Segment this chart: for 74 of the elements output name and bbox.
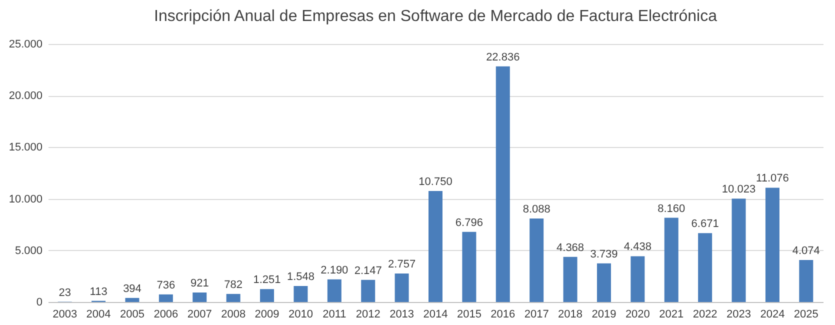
y-tick-label: 15.000 xyxy=(8,142,42,154)
x-tick-label: 2003 xyxy=(52,308,78,320)
y-tick-label: 10.000 xyxy=(8,193,42,206)
x-tick-label: 2025 xyxy=(794,308,818,320)
x-tick-label: 2009 xyxy=(254,308,280,320)
data-label: 1.548 xyxy=(286,271,314,284)
y-tick-label: 20.000 xyxy=(8,90,42,102)
bar xyxy=(799,260,814,302)
bar xyxy=(530,218,544,302)
x-tick-label: 2013 xyxy=(390,308,414,320)
x-tick-label: 2020 xyxy=(625,308,650,320)
x-tick-label: 2008 xyxy=(221,308,246,320)
data-label: 10.750 xyxy=(418,176,452,188)
x-tick-label: 2021 xyxy=(659,308,684,320)
x-tick-label: 2005 xyxy=(120,308,144,320)
data-label: 2.757 xyxy=(388,258,416,271)
data-label: 113 xyxy=(90,286,108,298)
data-label: 921 xyxy=(190,277,209,290)
data-label: 4.074 xyxy=(792,244,820,257)
bar xyxy=(226,294,240,302)
bar xyxy=(462,232,476,302)
x-tick-label: 2017 xyxy=(524,308,549,320)
bar xyxy=(732,198,746,302)
data-label: 782 xyxy=(224,278,243,291)
bar xyxy=(428,191,442,302)
data-label: 2.147 xyxy=(354,264,382,277)
y-tick-label: 5.000 xyxy=(14,244,42,257)
bar xyxy=(496,66,510,302)
bar xyxy=(765,188,780,302)
x-tick-label: 2019 xyxy=(592,308,616,320)
data-label: 2.190 xyxy=(320,264,348,276)
x-tick-label: 2006 xyxy=(154,308,178,320)
bar xyxy=(698,233,712,302)
x-tick-label: 2004 xyxy=(86,308,111,320)
x-tick-label: 2022 xyxy=(692,308,718,320)
x-tick-label: 2015 xyxy=(456,308,482,320)
bar xyxy=(394,274,409,302)
bar xyxy=(294,286,308,302)
data-label: 6.796 xyxy=(455,216,483,229)
bar xyxy=(664,218,678,302)
data-label: 3.739 xyxy=(590,248,618,260)
x-tick-label: 2014 xyxy=(423,308,448,320)
y-tick-label: 0 xyxy=(36,296,42,308)
bar xyxy=(260,289,274,302)
bar xyxy=(192,292,207,302)
bar xyxy=(563,256,578,302)
x-tick-label: 2011 xyxy=(322,308,346,320)
data-label: 6.671 xyxy=(691,218,719,230)
bar xyxy=(596,263,611,302)
data-label: 736 xyxy=(156,279,176,292)
y-tick-label: 25.000 xyxy=(8,38,42,50)
data-label: 8.088 xyxy=(522,204,550,216)
bar xyxy=(630,256,645,302)
bar xyxy=(158,294,173,302)
data-label: 4.438 xyxy=(624,241,652,254)
x-tick-label: 2007 xyxy=(187,308,212,320)
data-label: 23 xyxy=(58,286,71,299)
data-label: 1.251 xyxy=(253,274,281,286)
data-label: 11.076 xyxy=(756,172,789,185)
data-label: 10.023 xyxy=(722,184,756,196)
bar xyxy=(125,298,140,302)
chart-title: Inscripción Anual de Empresas en Software de Mercado de Factura Electrónica xyxy=(154,8,718,25)
bar xyxy=(327,279,342,302)
data-label: 8.160 xyxy=(658,202,686,215)
x-tick-label: 2024 xyxy=(760,308,785,320)
data-label: 22.836 xyxy=(486,51,520,64)
x-tick-label: 2010 xyxy=(288,308,313,320)
bar xyxy=(361,280,376,302)
x-tick-label: 2018 xyxy=(558,308,583,320)
x-tick-label: 2023 xyxy=(726,308,752,320)
x-tick-label: 2016 xyxy=(490,308,516,320)
data-label: 394 xyxy=(123,282,142,295)
x-tick-label: 2012 xyxy=(356,308,380,320)
data-label: 4.368 xyxy=(556,242,584,254)
